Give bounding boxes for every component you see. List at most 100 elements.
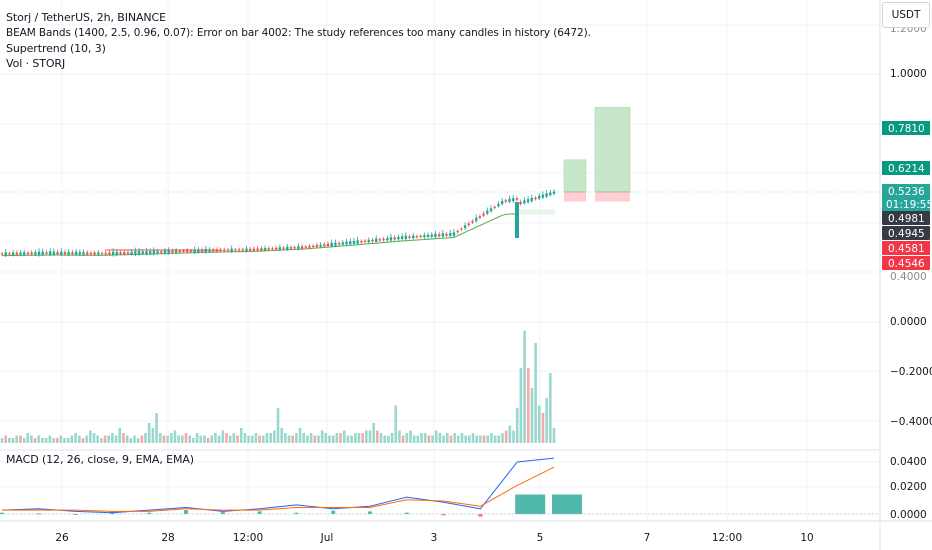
- time-axis-label: Jul: [320, 532, 334, 544]
- macd-histogram-bar: [331, 510, 336, 514]
- candle-body: [552, 191, 556, 194]
- candle-body: [226, 249, 230, 251]
- volume-bar: [225, 433, 228, 443]
- volume-bar: [479, 435, 482, 443]
- volume-bar: [434, 430, 438, 443]
- candle-body: [4, 252, 7, 256]
- candle-body: [241, 249, 245, 251]
- candle-body: [330, 242, 333, 247]
- price-tag: [882, 184, 930, 212]
- volume-bar: [361, 433, 364, 443]
- breakout-candle: [515, 202, 519, 238]
- candle-body: [48, 251, 52, 255]
- candle-body: [74, 251, 78, 255]
- price-axis-label: 0.0000: [890, 316, 927, 328]
- price-tag: [882, 211, 930, 225]
- volume-bar: [350, 435, 353, 443]
- volume-bar: [309, 433, 313, 443]
- volume-bar: [92, 433, 96, 443]
- volume-bar: [298, 428, 302, 443]
- volume-bar: [442, 435, 445, 443]
- volume-bar: [11, 438, 15, 443]
- currency-selector[interactable]: USDT: [882, 2, 930, 28]
- volume-bar: [383, 435, 387, 443]
- volume-bar: [250, 435, 254, 443]
- beam-legend[interactable]: BEAM Bands (1400, 2.5, 0.96, 0.07): Erro…: [6, 27, 591, 39]
- candle-body: [486, 210, 489, 214]
- candle-body: [163, 250, 167, 254]
- candle-body: [404, 235, 408, 240]
- candle-body: [174, 250, 178, 253]
- volume-bar: [372, 423, 375, 443]
- macd-legend[interactable]: MACD (12, 26, close, 9, EMA, EMA): [6, 453, 194, 466]
- symbol-legend[interactable]: Storj / TetherUS, 2h, BINANCE: [6, 11, 166, 24]
- volume-bar: [328, 435, 331, 443]
- volume-bar: [254, 433, 258, 443]
- volume-bar: [206, 438, 210, 443]
- candle-body: [34, 252, 37, 255]
- volume-bar: [409, 430, 412, 443]
- candle-body: [86, 252, 89, 255]
- supertrend-line: [2, 210, 555, 257]
- candle-body: [378, 239, 382, 241]
- candle-body: [537, 195, 541, 199]
- candle-body: [111, 251, 115, 256]
- candle-body: [263, 248, 267, 251]
- candle-body: [456, 230, 459, 233]
- candle-body: [178, 250, 182, 253]
- volume-bar: [265, 433, 269, 443]
- candle-body: [523, 200, 526, 204]
- time-axis-label: 7: [644, 532, 651, 544]
- candle-body: [363, 240, 367, 242]
- candle-body: [148, 251, 152, 254]
- candle-body: [445, 233, 448, 236]
- candle-body: [282, 247, 285, 250]
- candle-body: [123, 252, 126, 255]
- volume-bar: [100, 438, 103, 443]
- candle-body: [430, 234, 433, 237]
- price-axis-label: 0.4000: [890, 271, 927, 283]
- candle-body: [512, 198, 515, 202]
- volume-bar: [416, 435, 420, 443]
- supertrend-legend[interactable]: Supertrend (10, 3): [6, 42, 106, 55]
- volume-bar: [77, 435, 81, 443]
- supertrend-fill: [515, 209, 555, 215]
- volume-bar: [33, 438, 37, 443]
- candle-body: [23, 252, 26, 255]
- volume-bar: [295, 433, 298, 443]
- candle-body: [289, 247, 293, 249]
- candle-body: [286, 246, 289, 250]
- price-tag: [882, 161, 930, 175]
- volume-legend[interactable]: Vol · STORJ: [6, 57, 66, 70]
- candle-body: [423, 235, 426, 238]
- candle-body: [482, 213, 485, 216]
- candle-body: [78, 252, 81, 255]
- volume-bar: [239, 428, 243, 443]
- volume-bar: [243, 433, 247, 443]
- volume-bar: [210, 435, 214, 443]
- candle-body: [475, 217, 478, 222]
- candle-body: [89, 252, 93, 255]
- volume-bar: [457, 435, 460, 443]
- candle-body: [134, 251, 137, 255]
- volume-bar: [504, 430, 508, 443]
- candle-body: [319, 244, 322, 247]
- candle-body: [137, 251, 141, 255]
- candle-body: [60, 251, 63, 255]
- candle-body: [345, 241, 348, 245]
- candle-body: [326, 243, 330, 247]
- candle-body: [504, 200, 508, 202]
- candle-body: [182, 250, 185, 252]
- candle-body: [56, 252, 59, 255]
- price-tag-label: 0.4581: [888, 243, 925, 255]
- volume-bar: [173, 430, 177, 443]
- volume-bar: [133, 435, 136, 443]
- candle-body: [249, 248, 252, 251]
- candle-body: [400, 236, 404, 240]
- volume-bar: [217, 435, 221, 443]
- candle-body: [452, 232, 456, 236]
- volume-bar: [48, 435, 52, 443]
- candle-body: [386, 238, 389, 241]
- volume-bar: [523, 330, 526, 443]
